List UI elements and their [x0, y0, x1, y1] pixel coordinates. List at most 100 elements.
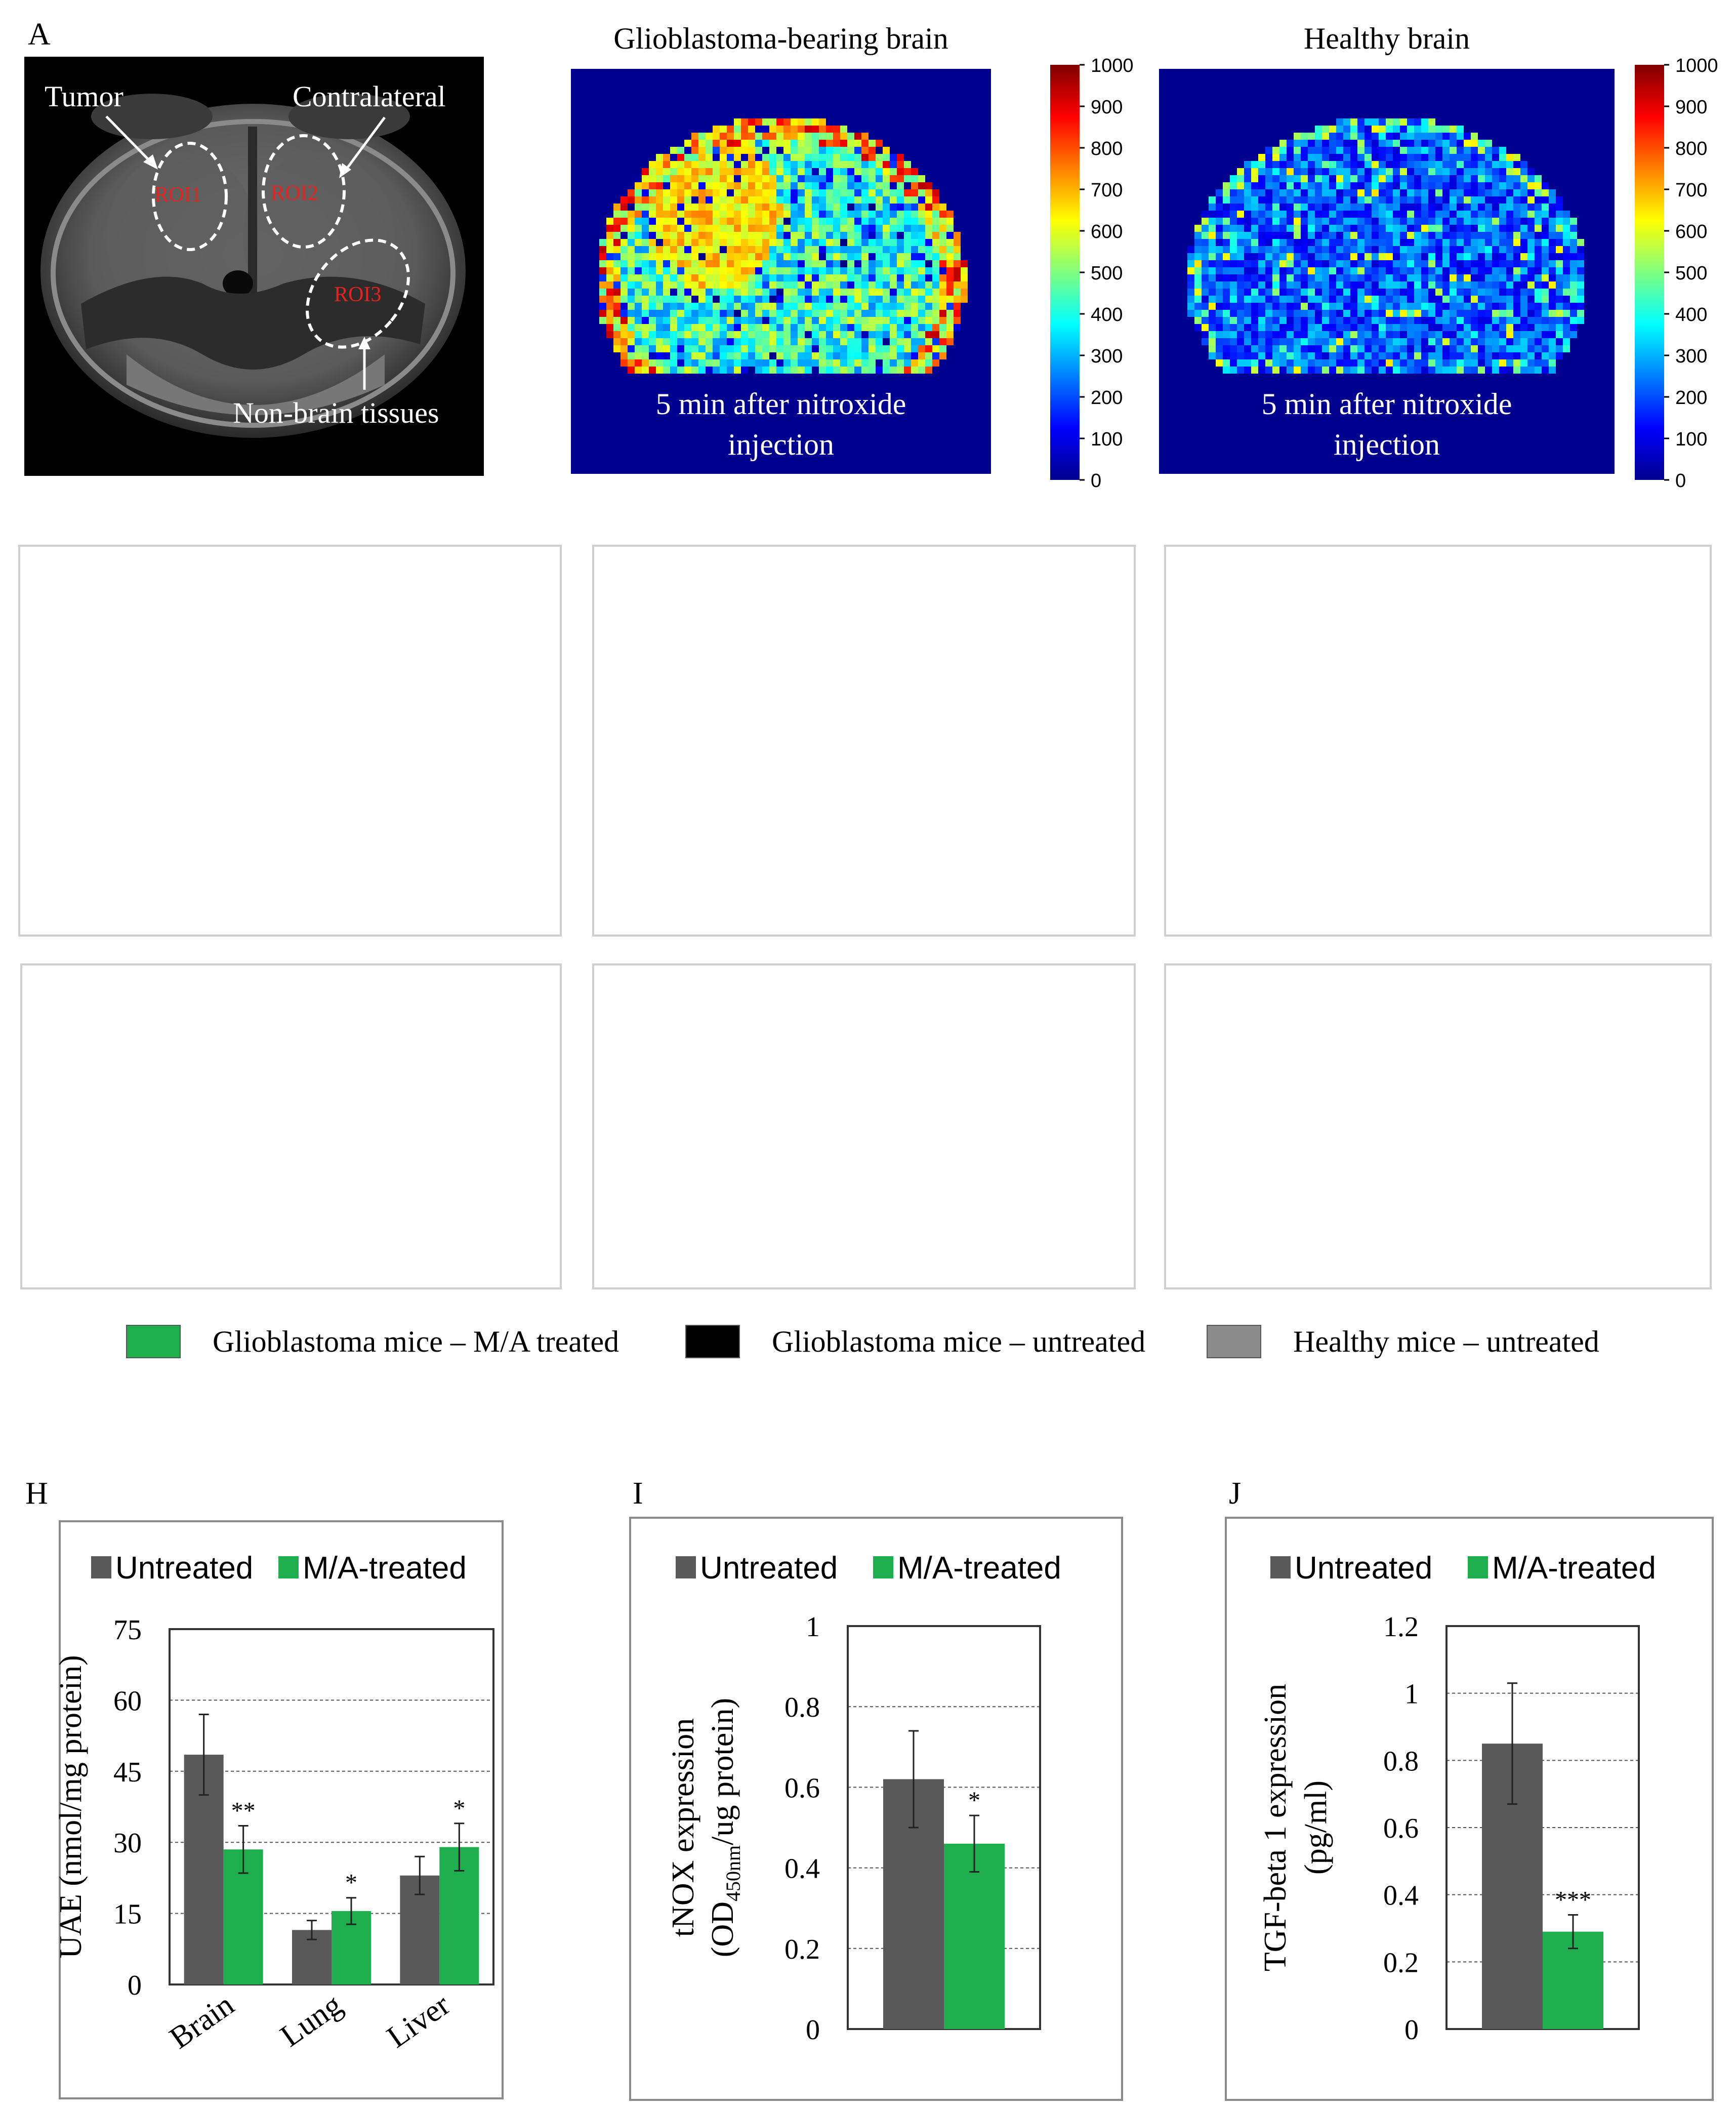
map-pixel: [1386, 260, 1393, 267]
map-pixel: [812, 324, 819, 331]
map-pixel: [1279, 253, 1287, 260]
map-pixel: [1272, 267, 1279, 274]
map-pixel: [911, 211, 918, 218]
map-pixel: [869, 182, 876, 189]
map-pixel: [635, 225, 642, 232]
map-pixel: [677, 196, 684, 204]
map-pixel: [1386, 281, 1393, 289]
map-pixel: [1478, 246, 1485, 253]
map-pixel: [720, 196, 727, 204]
map-pixel: [741, 296, 748, 303]
map-pixel: [1577, 296, 1584, 303]
map-pixel: [1279, 352, 1287, 359]
map-pixel: [1216, 331, 1223, 338]
map-pixel: [1435, 175, 1442, 182]
map-pixel: [1372, 345, 1379, 352]
map-pixel: [798, 189, 805, 196]
map-pixel: [741, 189, 748, 196]
map-pixel: [1386, 296, 1393, 303]
map-pixel: [854, 196, 861, 204]
map-pixel: [1499, 367, 1506, 374]
map-pixel: [1194, 260, 1202, 267]
map-pixel: [1379, 225, 1386, 232]
map-pixel: [847, 310, 854, 317]
map-pixel: [1265, 175, 1272, 182]
map-pixel: [1393, 274, 1400, 281]
map-pixel: [1450, 310, 1457, 317]
map-pixel: [939, 317, 946, 324]
map-pixel: [613, 225, 621, 232]
map-pixel: [1379, 232, 1386, 239]
map-pixel: [691, 359, 698, 367]
map-pixel: [1209, 296, 1216, 303]
map-pixel: [1251, 303, 1258, 310]
map-pixel: [1308, 168, 1315, 175]
map-pixel: [1421, 317, 1428, 324]
map-pixel: [1542, 303, 1549, 310]
map-pixel: [854, 289, 861, 296]
map-pixel: [854, 324, 861, 331]
map-pixel: [876, 352, 883, 359]
map-pixel: [1294, 204, 1301, 211]
map-pixel: [861, 274, 869, 281]
map-pixel: [1570, 303, 1577, 310]
map-pixel: [798, 352, 805, 359]
map-pixel: [1400, 253, 1407, 260]
map-pixel: [1506, 168, 1513, 175]
map-pixel: [1336, 196, 1343, 204]
map-pixel: [1492, 310, 1499, 317]
map-pixel: [1400, 196, 1407, 204]
map-pixel: [1407, 182, 1414, 189]
map-pixel: [691, 225, 698, 232]
map-pixel: [1223, 338, 1230, 345]
map-pixel: [798, 310, 805, 317]
map-pixel: [1506, 303, 1513, 310]
map-pixel: [684, 324, 691, 331]
map-pixel: [1372, 367, 1379, 374]
map-pixel: [1329, 324, 1336, 331]
map-pixel: [1492, 324, 1499, 331]
map-pixel: [628, 303, 635, 310]
map-pixel: [776, 182, 783, 189]
map-pixel: [1450, 161, 1457, 168]
map-pixel: [1223, 225, 1230, 232]
map-pixel: [1464, 367, 1471, 374]
map-pixel: [1365, 359, 1372, 367]
map-pixel: [826, 133, 833, 140]
map-pixel: [684, 189, 691, 196]
map-pixel: [1336, 211, 1343, 218]
map-pixel: [1308, 310, 1315, 317]
map-pixel: [1350, 296, 1357, 303]
map-pixel: [776, 246, 783, 253]
map-pixel: [1294, 260, 1301, 267]
map-pixel: [826, 232, 833, 239]
map-pixel: [755, 352, 762, 359]
map-pixel: [613, 218, 621, 225]
map-pixel: [1535, 281, 1542, 289]
map-pixel: [1294, 331, 1301, 338]
map-pixel: [1393, 260, 1400, 267]
map-pixel: [691, 260, 698, 267]
map-pixel: [727, 218, 734, 225]
map-pixel: [1464, 133, 1471, 140]
map-pixel: [713, 303, 720, 310]
map-pixel: [812, 204, 819, 211]
map-pixel: [606, 267, 613, 274]
map-pixel: [649, 211, 656, 218]
map-pixel: [1527, 204, 1535, 211]
map-pixel: [1414, 218, 1421, 225]
map-pixel: [720, 189, 727, 196]
map-pixel: [1549, 352, 1556, 359]
map-pixel: [621, 317, 628, 324]
map-pixel: [911, 317, 918, 324]
map-pixel: [1527, 281, 1535, 289]
map-pixel: [727, 267, 734, 274]
map-pixel: [1223, 253, 1230, 260]
map-pixel: [1492, 274, 1499, 281]
map-pixel: [876, 367, 883, 374]
map-pixel: [1457, 204, 1464, 211]
map-pixel: [1216, 345, 1223, 352]
map-pixel: [883, 253, 890, 260]
map-pixel: [1372, 232, 1379, 239]
map-pixel: [1272, 211, 1279, 218]
